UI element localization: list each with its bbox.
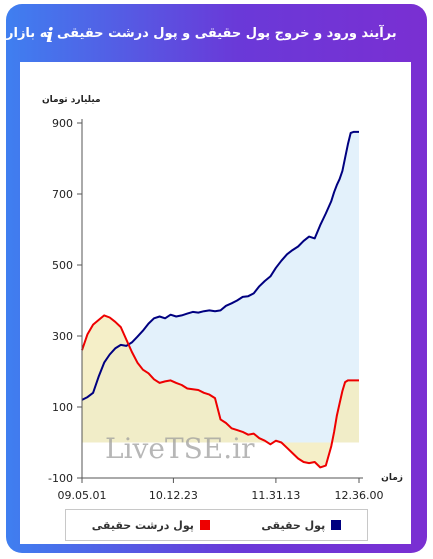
y-tick-label: 900 (52, 117, 73, 130)
x-tick-label: 09.05.01 (58, 489, 107, 502)
x-tick-label: 11.31.13 (251, 489, 300, 502)
chart-card: LiveTSE.ir 900 700 500 300 100 -100 09.05.01 10… (20, 62, 411, 544)
info-icon[interactable]: i (46, 23, 54, 47)
series-big-real-money-area (82, 315, 359, 468)
y-tick-label: 100 (52, 401, 73, 414)
x-tick-label: 10.12.23 (149, 489, 198, 502)
x-axis-title: زمان (381, 473, 403, 483)
x-tick-label: 12.36.00 (335, 489, 384, 502)
legend-swatch-real-money (331, 520, 342, 530)
legend-label-big-real-money: پول درشت حقیقی (91, 518, 194, 532)
y-tick-label: 300 (52, 330, 73, 343)
widget-frame: برآیند ورود و خروج پول حقیقی و پول درشت … (6, 4, 427, 553)
legend-swatch-big-real-money (199, 520, 210, 530)
series-real-money-area (82, 131, 359, 443)
y-tick-label: -100 (48, 472, 73, 485)
series-big-real-money-line (81, 314, 359, 469)
chart-title: برآیند ورود و خروج پول حقیقی و پول درشت … (6, 25, 397, 41)
y-tick-label: 500 (52, 259, 73, 272)
y-tick-label: 700 (52, 188, 73, 201)
legend: پول حقیقی پول درشت حقیقی (65, 509, 368, 541)
series-real-money-line (81, 130, 359, 401)
y-axis-title: میلیارد تومان (42, 95, 101, 105)
chart-svg: LiveTSE.ir 900 700 500 300 100 -100 09.05.01 10… (42, 95, 403, 502)
watermark: LiveTSE.ir (105, 432, 255, 465)
legend-label-real-money: پول حقیقی (261, 518, 326, 532)
legend-item-big-real-money[interactable]: پول درشت حقیقی (92, 519, 210, 532)
widget-header: برآیند ورود و خروج پول حقیقی و پول درشت … (6, 4, 427, 62)
legend-item-real-money[interactable]: پول حقیقی (261, 518, 342, 532)
